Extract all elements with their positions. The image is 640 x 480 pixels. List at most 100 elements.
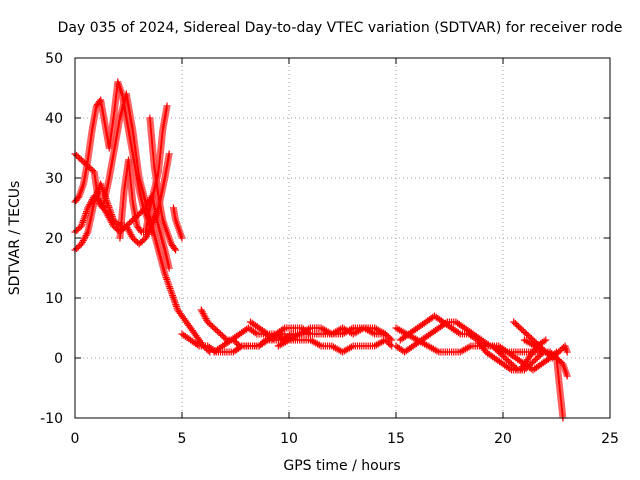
data-point bbox=[113, 225, 121, 233]
data-point bbox=[533, 354, 541, 362]
data-point bbox=[520, 366, 528, 374]
data-point bbox=[207, 321, 215, 329]
data-point bbox=[523, 330, 531, 338]
data-point bbox=[508, 360, 516, 368]
data-point bbox=[73, 245, 81, 252]
x-tick-label: 25 bbox=[601, 431, 619, 447]
data-point bbox=[171, 245, 179, 252]
data-point bbox=[511, 363, 519, 371]
data-point bbox=[381, 336, 389, 344]
data-point bbox=[555, 348, 563, 356]
data-point bbox=[385, 333, 393, 341]
data-point bbox=[516, 324, 524, 332]
data-point bbox=[524, 363, 532, 371]
data-point bbox=[503, 356, 511, 363]
data-point bbox=[504, 357, 512, 365]
data-point bbox=[208, 323, 216, 330]
x-tick-label: 5 bbox=[178, 431, 187, 447]
x-tick-label: 10 bbox=[280, 431, 298, 447]
x-tick-label: 20 bbox=[494, 431, 512, 447]
data-point bbox=[518, 326, 526, 333]
series-arc-f bbox=[146, 114, 180, 254]
data-point bbox=[234, 341, 242, 348]
data-point bbox=[388, 336, 396, 344]
data-point bbox=[493, 347, 501, 354]
data-point bbox=[525, 362, 533, 369]
data-point bbox=[524, 332, 532, 339]
data-point bbox=[73, 152, 81, 159]
data-point bbox=[540, 337, 548, 345]
data-point bbox=[178, 234, 186, 242]
data-point bbox=[212, 326, 220, 333]
data-point bbox=[135, 240, 143, 248]
data-point bbox=[385, 339, 393, 347]
x-tick-label: 0 bbox=[71, 431, 80, 447]
data-point bbox=[165, 150, 173, 158]
data-point bbox=[532, 356, 540, 363]
data-point bbox=[383, 338, 391, 345]
data-point bbox=[442, 319, 450, 327]
data-point bbox=[218, 332, 226, 339]
data-point bbox=[257, 341, 265, 348]
data-point bbox=[251, 329, 259, 337]
data-point bbox=[90, 192, 98, 200]
data-point bbox=[558, 345, 566, 353]
data-point bbox=[163, 102, 171, 110]
data-point bbox=[217, 330, 225, 338]
data-point bbox=[76, 155, 84, 162]
data-point bbox=[563, 372, 571, 380]
data-point bbox=[521, 329, 529, 336]
data-point bbox=[528, 359, 536, 366]
data-point bbox=[130, 236, 138, 243]
data-point bbox=[500, 353, 508, 360]
series-arc-b bbox=[71, 78, 156, 236]
y-tick-label: 50 bbox=[45, 51, 63, 67]
data-point bbox=[165, 264, 173, 272]
data-point bbox=[511, 320, 519, 327]
data-point bbox=[515, 323, 523, 330]
data-point bbox=[381, 330, 389, 338]
data-point bbox=[258, 339, 266, 347]
data-point bbox=[496, 350, 504, 357]
data-point bbox=[129, 234, 137, 242]
chart-title: Day 035 of 2024, Sidereal Day-to-day VTE… bbox=[58, 20, 623, 36]
data-point bbox=[205, 320, 213, 327]
data-point bbox=[73, 227, 81, 234]
data-point bbox=[74, 243, 82, 251]
data-point bbox=[172, 246, 180, 254]
data-point bbox=[74, 153, 82, 161]
data-point bbox=[484, 341, 492, 349]
data-point bbox=[498, 351, 506, 359]
data-points bbox=[71, 78, 571, 422]
y-tick-label: 20 bbox=[45, 231, 63, 247]
data-point bbox=[87, 165, 95, 173]
data-point bbox=[490, 344, 498, 351]
plot-frame bbox=[74, 57, 611, 419]
x-tick-labels: 0 5 10 15 20 25 bbox=[71, 431, 619, 447]
x-tick-label: 15 bbox=[387, 431, 405, 447]
data-point bbox=[492, 345, 500, 353]
data-point bbox=[530, 357, 538, 365]
data-point bbox=[110, 222, 118, 230]
data-point bbox=[204, 318, 212, 326]
y-tick-label: 10 bbox=[45, 291, 63, 307]
data-point bbox=[83, 230, 91, 238]
data-point bbox=[454, 329, 462, 337]
data-point bbox=[92, 194, 100, 201]
data-point bbox=[138, 207, 146, 215]
data-point bbox=[501, 354, 509, 362]
data-point bbox=[138, 237, 146, 245]
data-point bbox=[210, 324, 218, 332]
data-point bbox=[255, 342, 263, 350]
y-axis-label: SDTVAR / TECUs bbox=[7, 181, 23, 296]
data-point bbox=[262, 329, 270, 337]
data-point bbox=[512, 365, 520, 372]
data-point bbox=[221, 335, 229, 342]
data-point bbox=[563, 348, 571, 356]
y-tick-label: 30 bbox=[45, 171, 63, 187]
x-axis-label: GPS time / hours bbox=[283, 458, 400, 474]
data-point bbox=[386, 335, 394, 342]
data-point bbox=[488, 342, 496, 350]
